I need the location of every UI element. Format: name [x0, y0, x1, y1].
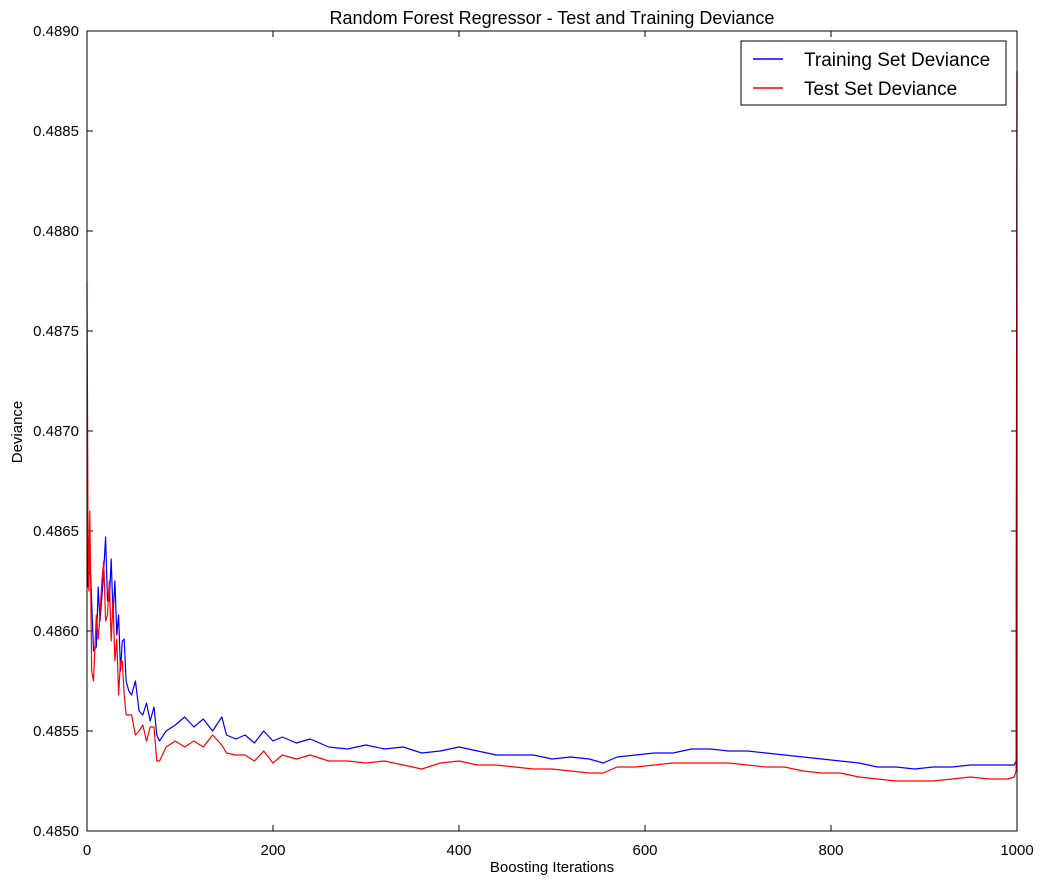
x-axis-label: Boosting Iterations	[490, 859, 614, 876]
y-tick-label: 0.4855	[33, 723, 79, 740]
x-tick-label: 0	[83, 842, 91, 859]
series-line-training	[86, 70, 1018, 770]
legend: Training Set Deviance Test Set Deviance	[740, 40, 1007, 106]
y-tick-label: 0.4860	[33, 623, 79, 640]
y-tick-label: 0.4870	[33, 423, 79, 440]
series-lines	[86, 70, 1018, 782]
x-tick-label: 400	[446, 842, 471, 859]
y-tick-label: 0.4865	[33, 523, 79, 540]
y-tick-label: 0.4880	[33, 223, 79, 240]
x-tick-label: 600	[632, 842, 657, 859]
x-tick-label: 200	[260, 842, 285, 859]
axis-ticks: 0 200 400 600 800 1000 0.4850 0.4855 0.4860 0.486…	[33, 23, 1034, 859]
legend-box	[740, 40, 1007, 106]
plot-frame	[86, 30, 1018, 832]
y-axis-label: Deviance	[9, 401, 26, 464]
y-tick-label: 0.4875	[33, 323, 79, 340]
x-tick-label: 800	[818, 842, 843, 859]
series-line-test	[86, 70, 1018, 782]
chart-title: Random Forest Regressor - Test and Train…	[330, 8, 775, 28]
x-tick-label: 1000	[1000, 842, 1033, 859]
y-tick-label: 0.4890	[33, 23, 79, 40]
y-tick-label: 0.4885	[33, 123, 79, 140]
legend-label: Test Set Deviance	[804, 79, 957, 100]
y-tick-label: 0.4850	[33, 823, 79, 840]
legend-label: Training Set Deviance	[804, 50, 990, 71]
